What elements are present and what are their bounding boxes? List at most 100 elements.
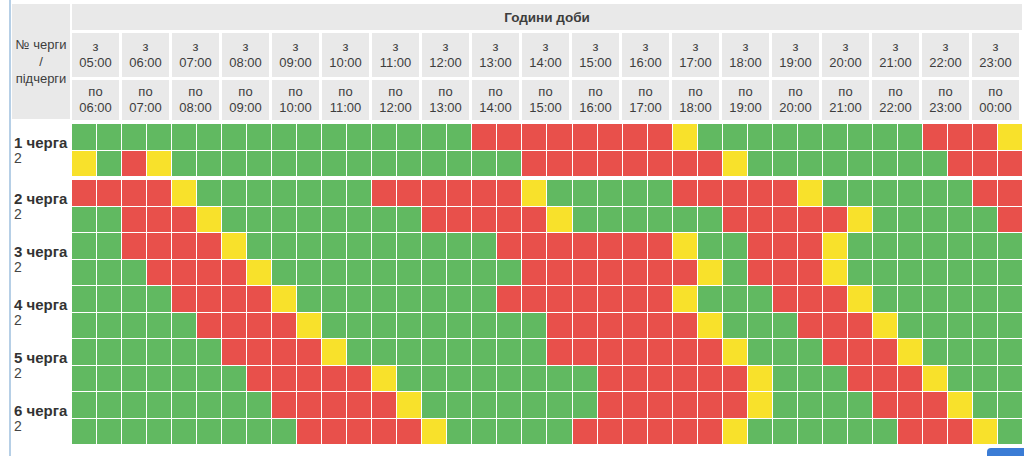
schedule-cell-3.2-19-power-off: [547, 260, 571, 286]
schedule-cell-5.2-33-power-off: [898, 366, 922, 392]
schedule-cell-3.1-29-power-off: [798, 233, 822, 259]
schedule-cell-2.2-28-power-off: [773, 207, 797, 233]
schedule-cell-6.1-37-power-on: [998, 392, 1022, 418]
schedule-cell-4.1-17-power-off: [497, 286, 521, 312]
bottom-right-button[interactable]: [987, 448, 1024, 456]
schedule-cell-2.2-19-possible-off: [547, 207, 571, 233]
schedule-cell-6.1-25-power-off: [698, 392, 722, 418]
schedule-cell-1.1-2-power-on: [122, 124, 146, 150]
schedule-cell-6.1-12-power-off: [372, 392, 396, 418]
schedule-cell-4.2-26-power-on: [723, 313, 747, 339]
header-cell-to-4: по10:00: [272, 80, 319, 120]
schedule-cell-1.2-1-power-on: [97, 151, 121, 177]
schedule-cell-1.2-13-power-on: [397, 151, 421, 177]
schedule-cell-5.1-23-power-off: [648, 339, 672, 365]
schedule-cell-3.1-6-possible-off: [222, 233, 246, 259]
header-cell-from-9: з14:00: [522, 33, 569, 77]
schedule-cell-1.1-37-possible-off: [998, 124, 1022, 150]
schedule-cell-5.2-18-power-on: [522, 366, 546, 392]
schedule-cell-2.2-34-power-on: [923, 207, 947, 233]
schedule-cell-2.2-33-power-on: [898, 207, 922, 233]
group-sublabel-text: 2: [14, 366, 70, 381]
schedule-cell-3.1-33-power-on: [898, 233, 922, 259]
schedule-cell-4.1-36-power-on: [973, 286, 997, 312]
schedule-cell-3.1-3-power-off: [147, 233, 171, 259]
schedule-cell-6.1-36-power-on: [973, 392, 997, 418]
schedule-cell-2.1-4-possible-off: [172, 180, 196, 206]
header-prefix: з: [793, 39, 799, 55]
schedule-cell-3.1-20-power-off: [573, 233, 597, 259]
schedule-cell-4.1-37-power-on: [998, 286, 1022, 312]
schedule-cell-4.2-32-possible-off: [873, 313, 897, 339]
schedule-cell-4.2-15-power-on: [447, 313, 471, 339]
schedule-cell-5.2-32-power-off: [873, 366, 897, 392]
schedule-cell-5.1-21-power-off: [598, 339, 622, 365]
schedule-cell-6.1-34-power-off: [923, 392, 947, 418]
schedule-cell-4.1-33-power-on: [898, 286, 922, 312]
schedule-cell-6.1-27-possible-off: [748, 392, 772, 418]
group-cells-3: [72, 233, 1022, 285]
header-prefix: по: [538, 84, 552, 100]
schedule-cell-3.1-37-power-on: [998, 233, 1022, 259]
header-prefix: по: [488, 84, 502, 100]
schedule-cell-4.1-20-power-off: [573, 286, 597, 312]
header-cell-to-12: по18:00: [672, 80, 719, 120]
schedule-cell-3.1-26-power-on: [723, 233, 747, 259]
header-time: 06:00: [129, 55, 162, 71]
header-time: 08:00: [229, 55, 262, 71]
schedule-cell-2.2-35-power-on: [948, 207, 972, 233]
schedule-cell-3.2-20-power-off: [573, 260, 597, 286]
header-time: 09:00: [279, 55, 312, 71]
schedule-cell-2.1-19-power-on: [547, 180, 571, 206]
group-label-4: 4 черга2: [12, 286, 70, 338]
header-cell-from-1: з06:00: [122, 33, 169, 77]
schedule-cell-1.2-3-possible-off: [147, 151, 171, 177]
schedule-cell-3.1-28-power-off: [773, 233, 797, 259]
schedule-cell-1.1-21-power-off: [598, 124, 622, 150]
schedule-cell-2.1-15-power-off: [447, 180, 471, 206]
schedule-cell-3.1-18-power-off: [522, 233, 546, 259]
schedule-cell-6.2-1-power-on: [97, 419, 121, 445]
header-prefix: по: [838, 84, 852, 100]
schedule-cell-2.2-21-power-on: [598, 207, 622, 233]
schedule-cell-6.1-30-power-on: [823, 392, 847, 418]
schedule-cell-3.2-37-power-on: [998, 260, 1022, 286]
header-time: 16:00: [629, 55, 662, 71]
schedule-cell-3.1-21-power-off: [598, 233, 622, 259]
schedule-cell-5.2-9-power-off: [297, 366, 321, 392]
schedule-cell-4.2-6-power-off: [222, 313, 246, 339]
group-label-text: 1 черга: [14, 134, 70, 151]
schedule-cell-4.2-34-power-on: [923, 313, 947, 339]
schedule-cell-6.1-17-power-on: [497, 392, 521, 418]
schedule-cell-4.1-4-power-off: [172, 286, 196, 312]
header-time: 00:00: [979, 100, 1012, 116]
schedule-cell-2.2-20-power-on: [573, 207, 597, 233]
corner-line-3: підчерги: [16, 70, 67, 87]
schedule-cell-4.1-24-possible-off: [673, 286, 697, 312]
schedule-cell-1.1-16-power-off: [472, 124, 496, 150]
schedule-cell-5.2-5-power-on: [197, 366, 221, 392]
schedule-cell-2.2-25-power-on: [698, 207, 722, 233]
schedule-cell-2.1-35-power-on: [948, 180, 972, 206]
schedule-cell-1.1-4-power-on: [172, 124, 196, 150]
group-label-text: 6 черга: [14, 402, 70, 419]
schedule-cell-6.1-1-power-on: [97, 392, 121, 418]
schedule-cell-5.1-20-power-off: [573, 339, 597, 365]
schedule-cell-5.2-27-possible-off: [748, 366, 772, 392]
schedule-cell-5.2-6-power-on: [222, 366, 246, 392]
group-label-text: 3 черга: [14, 243, 70, 260]
group-cells-5: [72, 339, 1022, 391]
header-time: 10:00: [329, 55, 362, 71]
schedule-cell-5.1-33-possible-off: [898, 339, 922, 365]
schedule-cell-2.2-22-power-on: [623, 207, 647, 233]
schedule-cell-4.2-17-power-on: [497, 313, 521, 339]
schedule-cell-1.1-32-power-on: [873, 124, 897, 150]
header-time: 14:00: [479, 100, 512, 116]
schedule-cell-3.1-17-power-off: [497, 233, 521, 259]
schedule-cell-1.2-23-power-off: [648, 151, 672, 177]
group-label-2: 2 черга2: [12, 180, 70, 232]
header-cell-from-14: з19:00: [772, 33, 819, 77]
schedule-cell-3.1-22-power-off: [623, 233, 647, 259]
schedule-cell-1.1-5-power-on: [197, 124, 221, 150]
header-prefix: з: [693, 39, 699, 55]
